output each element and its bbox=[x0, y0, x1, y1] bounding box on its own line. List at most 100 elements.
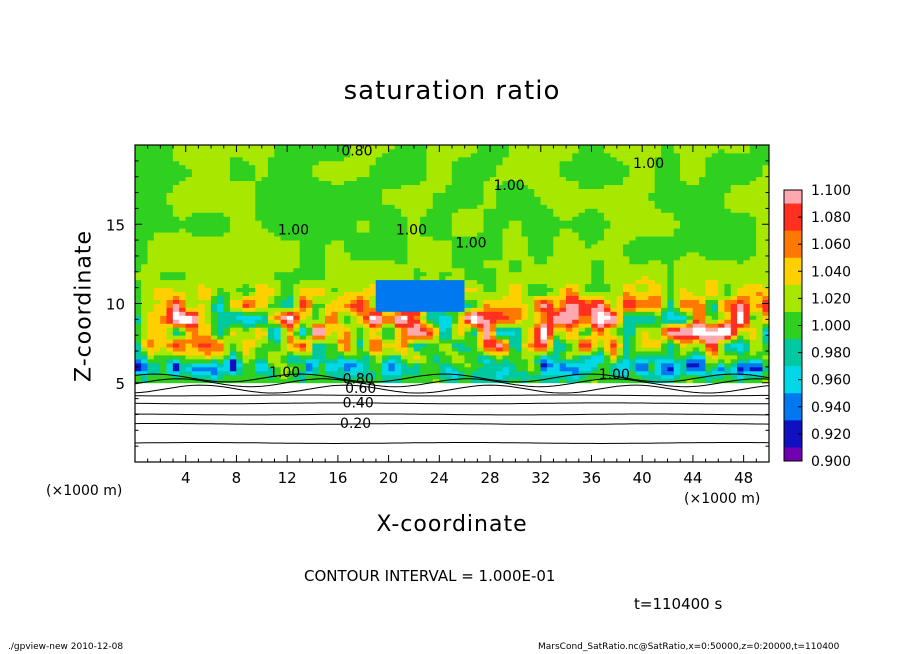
field-cell bbox=[603, 220, 611, 225]
field-cell bbox=[629, 271, 637, 277]
field-cell bbox=[667, 370, 675, 376]
field-cell bbox=[135, 263, 142, 269]
field-cell bbox=[350, 231, 358, 237]
field-cell bbox=[534, 374, 542, 380]
field-cell bbox=[705, 275, 713, 281]
field-cell bbox=[248, 323, 256, 328]
field-cell bbox=[141, 335, 149, 340]
field-cell bbox=[603, 378, 611, 384]
field-cell bbox=[172, 263, 180, 269]
field-cell bbox=[185, 311, 193, 316]
field-cell bbox=[502, 287, 510, 293]
field-cell bbox=[572, 231, 580, 237]
field-cell bbox=[477, 275, 485, 281]
field-cell bbox=[667, 303, 675, 308]
field-cell bbox=[527, 279, 535, 285]
field-cell bbox=[559, 184, 567, 189]
field-cell bbox=[223, 192, 231, 197]
field-cell bbox=[565, 323, 573, 328]
field-cell bbox=[147, 275, 155, 281]
field-cell bbox=[515, 335, 523, 340]
field-cell bbox=[242, 200, 250, 205]
field-cell bbox=[191, 200, 199, 205]
field-cell bbox=[375, 200, 383, 205]
field-cell bbox=[394, 366, 402, 372]
field-cell bbox=[692, 208, 700, 213]
field-cell bbox=[559, 358, 567, 364]
field-cell bbox=[642, 275, 649, 281]
field-cell bbox=[477, 331, 485, 336]
field-cell bbox=[388, 200, 396, 205]
field-cell bbox=[312, 299, 320, 304]
field-cell bbox=[135, 204, 142, 209]
field-cell bbox=[559, 291, 567, 296]
field-cell bbox=[642, 370, 649, 376]
field-cell bbox=[629, 239, 637, 245]
field-cell bbox=[705, 323, 713, 328]
field-cell bbox=[540, 370, 548, 376]
field-cell bbox=[223, 259, 231, 265]
field-cell bbox=[597, 319, 605, 324]
field-cell bbox=[229, 346, 237, 352]
field-cell bbox=[572, 307, 580, 312]
field-cell bbox=[305, 208, 313, 213]
field-cell bbox=[236, 200, 244, 205]
field-cell bbox=[622, 216, 630, 221]
field-cell bbox=[661, 188, 668, 193]
field-cell bbox=[591, 196, 599, 201]
field-cell bbox=[565, 251, 573, 257]
field-cell bbox=[743, 235, 751, 241]
field-cell bbox=[413, 362, 421, 368]
field-cell bbox=[280, 366, 288, 372]
field-cell bbox=[661, 315, 668, 320]
field-cell bbox=[363, 299, 370, 304]
field-cell bbox=[743, 220, 751, 225]
field-cell bbox=[584, 243, 592, 249]
field-cell bbox=[261, 315, 269, 320]
field-cell bbox=[591, 323, 599, 328]
field-cell bbox=[705, 370, 713, 376]
field-cell bbox=[445, 216, 453, 221]
field-cell bbox=[648, 247, 656, 253]
field-cell bbox=[375, 374, 383, 380]
field-cell bbox=[597, 287, 605, 293]
field-cell bbox=[635, 311, 643, 316]
field-cell bbox=[242, 299, 250, 304]
field-cell bbox=[584, 323, 592, 328]
field-cell bbox=[521, 200, 529, 205]
field-cell bbox=[559, 220, 567, 225]
field-cell bbox=[521, 204, 529, 209]
field-cell bbox=[540, 263, 548, 269]
field-cell bbox=[204, 255, 212, 261]
field-cell bbox=[597, 374, 605, 380]
field-cell bbox=[369, 251, 377, 257]
field-cell bbox=[692, 212, 700, 217]
field-cell bbox=[135, 374, 142, 380]
field-cell bbox=[223, 251, 231, 257]
field-cell bbox=[718, 208, 726, 213]
field-cell bbox=[242, 263, 250, 269]
field-cell bbox=[458, 311, 466, 316]
field-cell bbox=[616, 323, 624, 328]
field-cell bbox=[242, 239, 250, 245]
field-cell bbox=[141, 378, 149, 384]
field-cell bbox=[629, 247, 637, 253]
field-cell bbox=[363, 196, 370, 201]
field-cell bbox=[705, 192, 713, 197]
field-cell bbox=[236, 307, 244, 312]
field-cell bbox=[489, 243, 497, 249]
field-cell bbox=[420, 216, 428, 221]
field-cell bbox=[705, 271, 713, 277]
field-cell bbox=[267, 275, 275, 281]
field-cell bbox=[439, 295, 447, 300]
field-cell bbox=[635, 323, 643, 328]
field-cell bbox=[496, 374, 504, 380]
field-cell bbox=[363, 307, 370, 312]
field-cell bbox=[172, 315, 180, 320]
field-cell bbox=[464, 263, 472, 269]
field-cell bbox=[515, 200, 523, 205]
field-cell bbox=[286, 251, 294, 257]
field-cell bbox=[565, 255, 573, 261]
field-cell bbox=[527, 291, 535, 296]
field-cell bbox=[267, 315, 275, 320]
